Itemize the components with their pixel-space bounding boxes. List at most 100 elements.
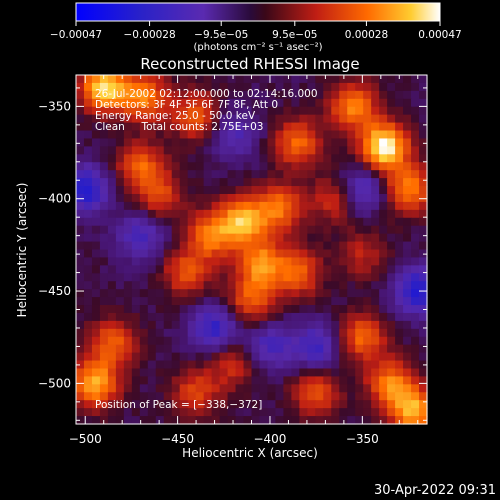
image-pixel bbox=[139, 328, 149, 338]
image-pixel bbox=[211, 257, 221, 266]
image-pixel bbox=[323, 273, 332, 282]
image-pixel bbox=[395, 352, 404, 362]
image-pixel bbox=[115, 178, 125, 187]
image-pixel bbox=[155, 130, 165, 140]
image-pixel bbox=[419, 186, 428, 195]
image-pixel bbox=[387, 90, 396, 100]
image-pixel bbox=[147, 130, 157, 140]
image-pixel bbox=[331, 98, 340, 108]
image-pixel bbox=[403, 106, 412, 116]
image-pixel bbox=[283, 201, 292, 211]
image-pixel bbox=[123, 257, 133, 266]
image-pixel bbox=[315, 360, 324, 370]
timestamp: 30-Apr-2022 09:31 bbox=[374, 483, 496, 498]
image-pixel bbox=[243, 312, 253, 322]
image-pixel bbox=[387, 154, 396, 163]
colorbar-tick-label: −0.00028 bbox=[123, 29, 175, 41]
image-pixel bbox=[331, 312, 340, 322]
image-pixel bbox=[267, 249, 277, 259]
image-pixel bbox=[227, 336, 237, 346]
image-pixel bbox=[355, 90, 364, 100]
image-pixel bbox=[195, 178, 205, 187]
image-pixel bbox=[115, 312, 125, 322]
image-pixel bbox=[275, 273, 285, 282]
image-pixel bbox=[235, 257, 245, 266]
image-pixel bbox=[283, 368, 292, 378]
image-pixel bbox=[139, 265, 149, 274]
image-pixel bbox=[291, 289, 300, 298]
image-pixel bbox=[251, 178, 261, 187]
image-pixel bbox=[355, 312, 364, 322]
image-pixel bbox=[227, 392, 237, 401]
image-pixel bbox=[243, 344, 253, 354]
image-pixel bbox=[323, 241, 332, 251]
image-pixel bbox=[147, 193, 157, 203]
image-pixel bbox=[179, 201, 189, 211]
image-pixel bbox=[379, 162, 388, 171]
image-pixel bbox=[187, 336, 197, 346]
image-pixel bbox=[83, 400, 93, 409]
image-pixel bbox=[299, 312, 308, 322]
image-pixel bbox=[211, 352, 221, 362]
image-pixel bbox=[291, 312, 300, 322]
image-pixel bbox=[76, 265, 85, 274]
image-pixel bbox=[307, 416, 316, 425]
image-pixel bbox=[243, 257, 253, 266]
image-pixel bbox=[211, 376, 221, 385]
image-pixel bbox=[219, 98, 229, 108]
image-pixel bbox=[235, 138, 245, 147]
image-pixel bbox=[76, 305, 85, 314]
image-pixel bbox=[275, 400, 285, 409]
image-pixel bbox=[347, 257, 356, 266]
x-tick-label: −400 bbox=[253, 432, 286, 446]
image-pixel bbox=[107, 376, 117, 385]
image-pixel bbox=[91, 376, 101, 385]
image-pixel bbox=[139, 178, 149, 187]
image-pixel bbox=[259, 130, 269, 140]
image-pixel bbox=[123, 265, 133, 274]
image-pixel bbox=[347, 289, 356, 298]
image-pixel bbox=[99, 273, 109, 282]
image-pixel bbox=[203, 392, 213, 401]
image-pixel bbox=[163, 384, 173, 393]
image-pixel bbox=[283, 400, 292, 409]
image-pixel bbox=[371, 186, 380, 195]
image-pixel bbox=[395, 233, 404, 243]
image-pixel bbox=[379, 289, 388, 298]
image-pixel bbox=[76, 392, 85, 401]
image-pixel bbox=[83, 257, 93, 266]
image-pixel bbox=[315, 154, 324, 163]
image-pixel bbox=[243, 146, 253, 155]
image-pixel bbox=[203, 193, 213, 203]
image-pixel bbox=[387, 130, 396, 140]
image-pixel bbox=[363, 289, 372, 298]
image-pixel bbox=[267, 130, 277, 140]
image-pixel bbox=[139, 289, 149, 298]
image-pixel bbox=[171, 392, 181, 401]
image-pixel bbox=[179, 233, 189, 243]
image-pixel bbox=[395, 217, 404, 227]
image-pixel bbox=[99, 265, 109, 274]
image-pixel bbox=[195, 305, 205, 314]
image-pixel bbox=[267, 281, 277, 290]
image-pixel bbox=[347, 178, 356, 187]
image-pixel bbox=[307, 289, 316, 298]
image-pixel bbox=[251, 122, 261, 132]
image-pixel bbox=[363, 360, 372, 370]
image-pixel bbox=[83, 320, 93, 330]
image-pixel bbox=[363, 178, 372, 187]
image-pixel bbox=[331, 233, 340, 243]
image-pixel bbox=[91, 186, 101, 195]
image-pixel bbox=[307, 249, 316, 259]
image-pixel bbox=[379, 241, 388, 251]
image-pixel bbox=[283, 106, 292, 116]
image-pixel bbox=[395, 106, 404, 116]
image-pixel bbox=[363, 336, 372, 346]
image-pixel bbox=[379, 233, 388, 243]
image-pixel bbox=[371, 352, 380, 362]
image-pixel bbox=[76, 384, 85, 393]
image-pixel bbox=[115, 186, 125, 195]
image-pixel bbox=[76, 336, 85, 346]
image-pixel bbox=[195, 114, 205, 124]
image-pixel bbox=[387, 170, 396, 179]
